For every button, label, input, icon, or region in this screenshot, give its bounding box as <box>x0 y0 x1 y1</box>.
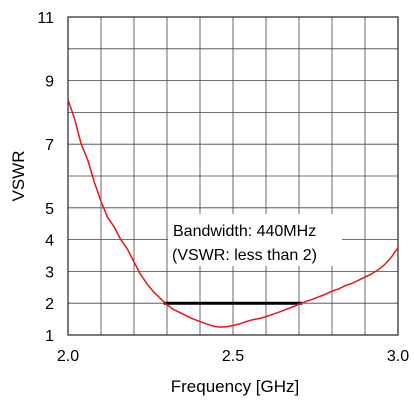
y-tick-label: 9 <box>45 74 54 91</box>
y-tick-label: 5 <box>45 201 54 218</box>
annotation-bandwidth: Bandwidth: 440MHz <box>173 223 316 240</box>
y-tick-label: 2 <box>45 296 54 313</box>
x-tick-label: 3.0 <box>387 348 409 365</box>
x-tick-label: 2.0 <box>57 348 79 365</box>
y-tick-label: 4 <box>45 233 54 250</box>
x-tick-labels: 2.0 2.5 3.0 <box>57 348 409 365</box>
x-tick-label: 2.5 <box>222 348 244 365</box>
annotation-background <box>168 214 342 266</box>
vswr-series-line <box>67 99 399 328</box>
chart-grid <box>67 16 399 336</box>
annotation-vswr-condition: (VSWR: less than 2) <box>172 247 317 264</box>
x-axis-title: Frequency [GHz] <box>171 377 300 396</box>
y-axis-title: VSWR <box>9 151 28 202</box>
y-tick-label: 7 <box>45 137 54 154</box>
y-tick-labels: 1 2 3 4 5 7 9 11 <box>37 10 54 345</box>
y-tick-label: 1 <box>45 328 54 345</box>
plot-frame <box>67 16 399 336</box>
annotation-box: Bandwidth: 440MHz (VSWR: less than 2) <box>168 214 342 266</box>
y-tick-label: 3 <box>45 264 54 281</box>
y-tick-label: 11 <box>37 10 54 27</box>
